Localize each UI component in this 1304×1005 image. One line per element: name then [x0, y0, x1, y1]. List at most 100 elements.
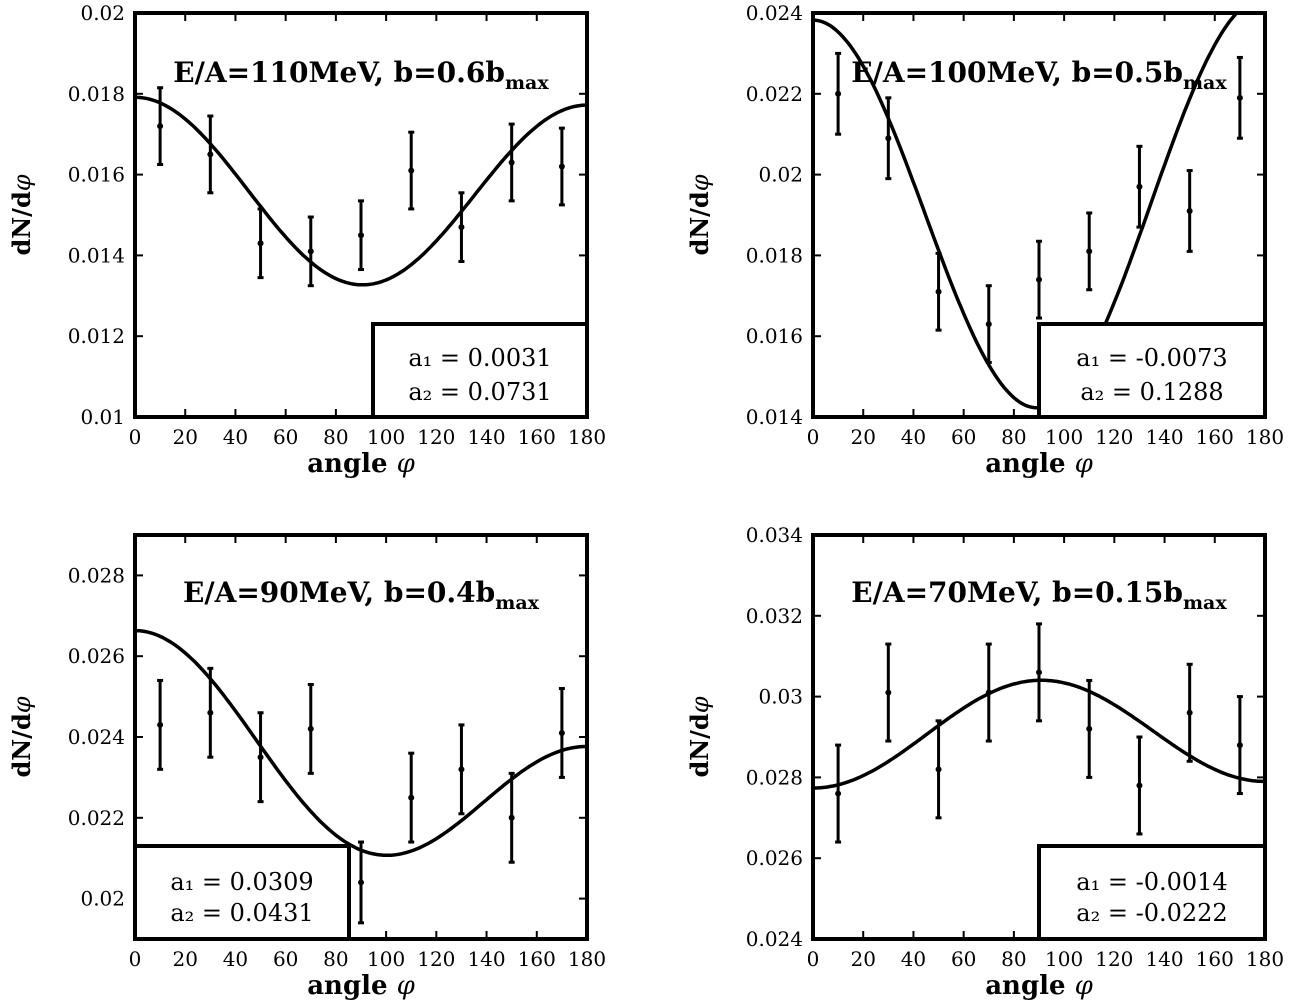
data-point — [307, 215, 314, 288]
x-tick-label: 20 — [850, 947, 875, 971]
x-tick-label: 100 — [1045, 425, 1083, 449]
chart-panel-2: 0.014 0.016 0.018 0.02 0.022 0.024 0 20 40 60 80 10… — [685, 1, 1284, 479]
chart-panel-1: 0.01 0.012 0.014 0.016 0.018 0.02 0 20 40 60 80 100… — [7, 1, 606, 479]
data-point — [358, 840, 364, 925]
x-tick-label: 160 — [1196, 425, 1234, 449]
x-tick-label: 20 — [172, 425, 197, 449]
data-point — [408, 751, 415, 844]
data-marker — [307, 248, 314, 255]
x-tick-label: 80 — [1001, 947, 1026, 971]
data-marker — [1136, 183, 1143, 190]
y-tick-label: 0.014 — [746, 405, 803, 429]
data-marker — [358, 879, 364, 886]
y-tick-label: 0.016 — [68, 163, 125, 187]
data-point — [1136, 144, 1143, 229]
data-marker — [257, 240, 264, 247]
x-tick-label: 160 — [518, 425, 556, 449]
data-point — [835, 743, 842, 844]
data-marker — [1236, 94, 1243, 101]
y-axis-title: dN/dφ — [685, 174, 714, 255]
data-marker — [207, 151, 214, 158]
x-tick-label: 20 — [172, 947, 197, 971]
fit-parameter-label: a₁ = 0.0031 — [408, 344, 551, 372]
x-tick-label: 120 — [417, 947, 455, 971]
plot-frame — [133, 11, 589, 419]
data-point — [307, 682, 314, 775]
data-point — [207, 666, 214, 759]
y-tick-label: 0.01 — [80, 405, 125, 429]
y-axis-title: dN/dφ — [7, 696, 36, 777]
data-marker — [307, 725, 314, 732]
x-tick-label: 40 — [223, 425, 248, 449]
y-tick-label: 0.022 — [68, 806, 125, 830]
data-point — [257, 711, 264, 804]
data-marker — [508, 159, 515, 166]
y-tick-label: 0.026 — [746, 846, 803, 870]
data-marker — [935, 766, 942, 773]
data-point — [408, 130, 415, 211]
x-tick-label: 180 — [568, 425, 606, 449]
panel-title: E/A=100MeV, b=0.5bmax — [851, 56, 1227, 94]
data-point — [1086, 211, 1093, 292]
x-tick-label: 140 — [1145, 425, 1183, 449]
x-tick-label: 80 — [1001, 425, 1026, 449]
fit-parameter-label: a₁ = -0.0073 — [1076, 344, 1227, 372]
x-tick-label: 0 — [129, 947, 142, 971]
data-point — [935, 251, 942, 332]
y-tick-label: 0.024 — [746, 1, 803, 25]
data-marker — [1186, 709, 1193, 716]
y-tick-label: 0.028 — [68, 563, 125, 587]
data-point — [1086, 678, 1093, 779]
y-tick-label: 0.022 — [746, 82, 803, 106]
data-point — [1236, 55, 1243, 140]
x-tick-label: 80 — [323, 425, 348, 449]
x-tick-label: 0 — [807, 947, 820, 971]
y-tick-label: 0.014 — [68, 243, 125, 267]
data-marker — [408, 794, 415, 801]
y-tick-label: 0.016 — [746, 324, 803, 348]
y-tick-label: 0.024 — [68, 725, 125, 749]
fit-parameter-box — [1037, 322, 1267, 419]
x-tick-label: 100 — [367, 425, 405, 449]
data-point — [157, 678, 164, 771]
data-marker — [1136, 782, 1143, 789]
x-tick-label: 120 — [1095, 425, 1133, 449]
y-tick-label: 0.026 — [68, 644, 125, 668]
data-marker — [207, 709, 214, 716]
data-marker — [835, 90, 842, 97]
panel-title: E/A=90MeV, b=0.4bmax — [183, 576, 540, 614]
data-marker — [1036, 669, 1042, 676]
data-point — [508, 771, 515, 864]
data-marker — [508, 814, 515, 821]
fit-parameter-label: a₂ = -0.0222 — [1076, 899, 1227, 927]
y-axis-title: dN/dφ — [7, 174, 36, 255]
y-tick-label: 0.024 — [746, 927, 803, 951]
x-axis-title: angle φ — [307, 971, 415, 1001]
y-axis-title: dN/dφ — [685, 696, 714, 777]
data-marker — [935, 288, 942, 295]
data-point — [835, 51, 842, 136]
data-marker — [885, 689, 892, 696]
data-point — [1186, 169, 1193, 253]
x-tick-label: 100 — [1045, 947, 1083, 971]
data-marker — [1236, 742, 1243, 749]
x-tick-label: 160 — [518, 947, 556, 971]
x-tick-label: 40 — [901, 425, 926, 449]
fit-parameter-label: a₂ = 0.0731 — [408, 378, 551, 406]
data-point — [207, 114, 214, 195]
y-tick-label: 0.03 — [758, 685, 803, 709]
x-tick-label: 60 — [273, 947, 298, 971]
data-marker — [835, 790, 842, 797]
data-marker — [257, 754, 264, 761]
fit-parameter-label: a₂ = 0.1288 — [1080, 378, 1223, 406]
data-point — [1036, 239, 1042, 320]
x-tick-label: 100 — [367, 947, 405, 971]
fit-parameter-box — [1037, 844, 1267, 941]
x-tick-label: 180 — [1246, 425, 1284, 449]
data-marker — [408, 167, 415, 174]
x-tick-label: 180 — [1246, 947, 1284, 971]
data-marker — [558, 163, 565, 170]
data-marker — [458, 766, 465, 773]
data-marker — [1086, 248, 1093, 255]
